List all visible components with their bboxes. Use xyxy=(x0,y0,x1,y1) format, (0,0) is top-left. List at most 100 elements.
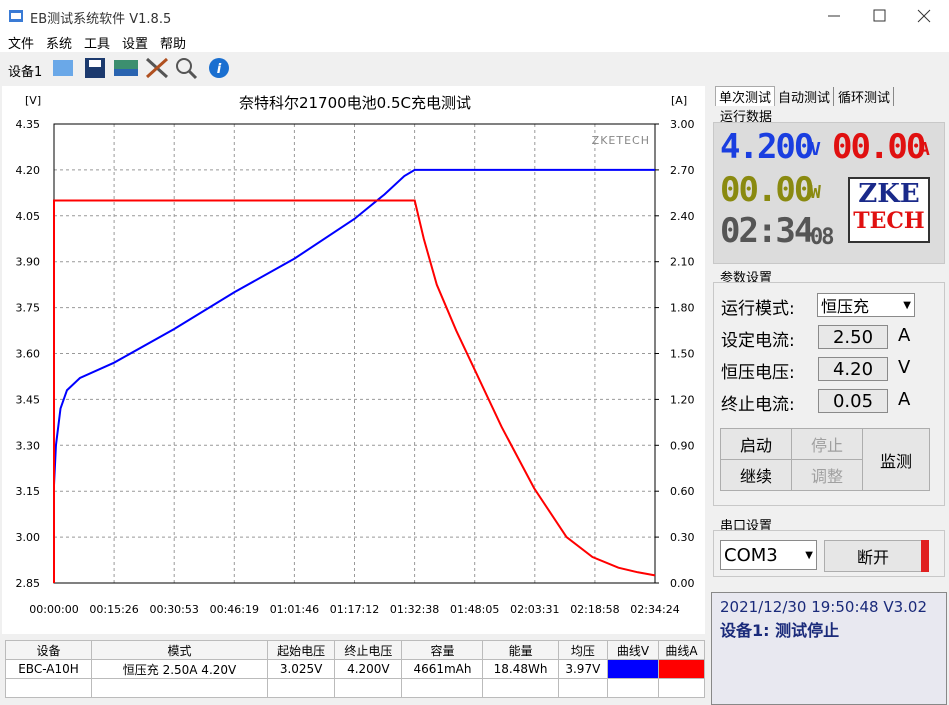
cell: 3.025V xyxy=(266,659,336,679)
cell: 18.48Wh xyxy=(482,659,559,679)
x-tick-label: 00:30:53 xyxy=(149,603,198,616)
logo: ZKE TECH xyxy=(848,177,930,243)
data-line xyxy=(53,199,656,583)
summary-table: 设备 模式 起始电压 终止电压 容量 能量 均压 曲线V 曲线A EBC-A10H 恒压充 2.5… xyxy=(5,640,705,698)
x-tick-label: 00:00:00 xyxy=(29,603,78,616)
y-tick-label: 3.45 xyxy=(16,393,41,406)
y2-tick-label: 3.00 xyxy=(670,118,695,131)
side-panel: 单次测试 自动测试 循环测试 运行数据 4.200 V 00.00 A 00.0… xyxy=(710,84,949,705)
button-label: 监测 xyxy=(879,451,912,471)
port-value: COM3 xyxy=(724,544,778,566)
cell: 4.200V xyxy=(334,659,403,679)
chart-title: 奈特科尔21700电池0.5C充电测试 xyxy=(239,94,471,112)
y2-tick-label: 2.10 xyxy=(670,256,695,269)
chart: 奈特科尔21700电池0.5C充电测试 [V] [A] 2.85 3.00 3.15 3.3… xyxy=(2,86,705,634)
status-box: 2021/12/30 19:50:48 V3.02 设备1: 测试停止 xyxy=(711,592,947,705)
button-label: 断开 xyxy=(856,548,889,567)
toolbar: 设备1 i xyxy=(0,52,949,84)
menu-bar: 文件 系统 工具 设置 帮助 xyxy=(0,32,949,52)
x-tick-label: 01:32:38 xyxy=(390,603,439,616)
chart-background xyxy=(2,86,705,634)
cell: 恒压充 2.50A 4.20V xyxy=(91,659,268,679)
column-header: 曲线V xyxy=(607,640,659,660)
x-tick-label: 01:48:05 xyxy=(450,603,499,616)
param-label: 终止电流: xyxy=(721,395,795,415)
button-label: 启动 xyxy=(739,436,772,455)
y-tick-label: 3.15 xyxy=(16,485,41,498)
x-tick-label: 02:03:31 xyxy=(510,603,559,616)
y2-tick-label: 0.90 xyxy=(670,439,695,452)
param-value: 4.20 xyxy=(832,358,874,380)
param-unit: V xyxy=(898,357,911,378)
run-data-group: 4.200 V 00.00 A 00.00 W 02:34 08 ZKE TEC… xyxy=(713,122,945,264)
y2-tick-label: 1.20 xyxy=(670,393,695,406)
toolbar-icons[interactable]: i xyxy=(50,55,240,81)
logo-top: ZKE xyxy=(858,179,920,209)
mode-select[interactable]: 恒压充 ▼ xyxy=(817,293,915,317)
column-header: 曲线A xyxy=(658,640,705,660)
curve-color-swatch xyxy=(658,659,705,679)
y2-tick-label: 0.00 xyxy=(670,577,695,590)
param-label: 设定电流: xyxy=(721,331,795,351)
column-header: 设备 xyxy=(5,640,92,660)
column-header: 终止电压 xyxy=(334,640,403,660)
y2-tick-label: 1.50 xyxy=(670,348,695,361)
y2-tick-label: 0.60 xyxy=(670,485,695,498)
port-select[interactable]: COM3 ▼ xyxy=(720,540,817,570)
group-label: 运行数据 xyxy=(720,110,773,125)
x-tick-label: 00:15:26 xyxy=(89,603,138,616)
x-tick-label: 01:01:46 xyxy=(270,603,319,616)
continue-button[interactable]: 继续 xyxy=(720,459,792,491)
param-value: 0.05 xyxy=(832,390,874,412)
disconnect-button[interactable]: 断开 xyxy=(824,540,922,572)
start-button[interactable]: 启动 xyxy=(720,428,792,460)
time-seconds: 08 xyxy=(810,225,834,250)
logo-bottom: TECH xyxy=(853,208,925,234)
power-display: 00.00 xyxy=(720,170,814,210)
column-header: 模式 xyxy=(91,640,268,660)
param-value: 2.50 xyxy=(832,326,874,348)
x-tick-label: 00:46:19 xyxy=(210,603,259,616)
window-controls[interactable] xyxy=(820,6,940,26)
stop-button: 停止 xyxy=(791,428,863,460)
app-icon xyxy=(9,10,23,22)
button-label: 继续 xyxy=(739,467,772,486)
serial-group: COM3 ▼ 断开 xyxy=(713,530,945,577)
param-input[interactable]: 0.05 xyxy=(818,389,888,413)
menu-item[interactable]: 帮助 xyxy=(160,37,187,52)
param-unit: A xyxy=(898,389,911,410)
monitor-button[interactable]: 监测 xyxy=(862,428,930,491)
data-line xyxy=(53,168,655,486)
param-input[interactable]: 2.50 xyxy=(818,325,888,349)
y2-tick-label: 2.40 xyxy=(670,210,695,223)
curve-color-swatch xyxy=(607,659,659,679)
y2-tick-label: 2.70 xyxy=(670,164,695,177)
tab[interactable]: 自动测试 xyxy=(778,87,835,106)
current-unit: A xyxy=(919,139,930,160)
y2-tick-label: 1.80 xyxy=(670,302,695,315)
menu-item[interactable]: 系统 xyxy=(46,37,73,52)
button-label: 停止 xyxy=(810,436,843,455)
param-label: 运行模式: xyxy=(721,299,795,319)
menu-item[interactable]: 工具 xyxy=(84,37,111,52)
menu-item[interactable]: 文件 xyxy=(8,37,35,52)
voltage-unit: V xyxy=(810,139,821,160)
x-tick-label: 01:17:12 xyxy=(330,603,379,616)
x-tick-label: 02:34:24 xyxy=(630,603,679,616)
watermark: ZKETECH xyxy=(592,134,650,147)
cell: 3.97V xyxy=(557,659,609,679)
tab[interactable]: 单次测试 xyxy=(715,86,776,106)
cell: 4661mAh xyxy=(401,659,484,679)
status-time: 2021/12/30 19:50:48 V3.02 xyxy=(720,598,928,616)
current-display: 00.00 xyxy=(832,127,926,167)
menu-item[interactable]: 设置 xyxy=(122,37,149,52)
window-title: EB测试系统软件 V1.8.5 xyxy=(30,12,172,27)
tab[interactable]: 循环测试 xyxy=(838,87,895,106)
param-input[interactable]: 4.20 xyxy=(818,357,888,381)
y-tick-label: 4.20 xyxy=(16,164,41,177)
y-tick-label: 3.00 xyxy=(16,531,41,544)
device-tab[interactable]: 设备1 xyxy=(8,65,43,80)
column-header: 均压 xyxy=(557,640,609,660)
x-tick-label: 02:18:58 xyxy=(570,603,619,616)
voltage-display: 4.200 xyxy=(720,127,814,167)
